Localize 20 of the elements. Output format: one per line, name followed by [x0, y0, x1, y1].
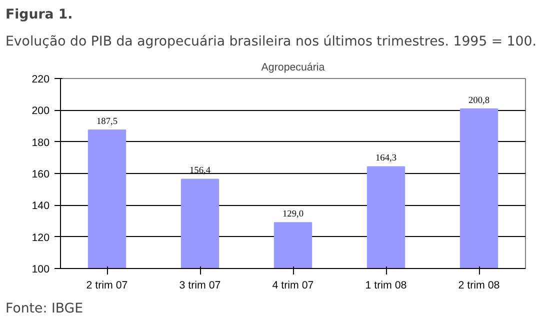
y-tick-label: 220 — [32, 74, 50, 86]
y-tick-label: 160 — [32, 168, 50, 180]
data-label: 129,0 — [282, 210, 304, 220]
chart-subtitle: Evolução do PIB da agropecuária brasileira nos últimos trimestres. 1995 = 100. — [6, 34, 536, 50]
x-tick-label: 4 trim 07 — [272, 280, 314, 292]
x-tick-label: 1 trim 08 — [365, 280, 407, 292]
y-tick-label: 140 — [32, 200, 50, 212]
source-note: Fonte: IBGE — [6, 302, 84, 316]
y-tick-label: 200 — [32, 105, 50, 118]
x-tick-label: 2 trim 07 — [86, 280, 128, 292]
y-tick-label: 180 — [32, 136, 50, 149]
chart-title: Figura 1. — [6, 8, 73, 22]
data-label: 164,3 — [376, 154, 397, 164]
x-axis-title: Agropecuária — [261, 62, 325, 74]
x-tick-label: 2 trim 08 — [458, 280, 500, 292]
data-label: 200,8 — [468, 96, 490, 106]
y-tick-label: 120 — [32, 232, 50, 244]
x-tick-label: 3 trim 07 — [179, 280, 221, 292]
data-label: 187,5 — [96, 116, 118, 127]
y-tick-label: 100 — [32, 264, 50, 276]
